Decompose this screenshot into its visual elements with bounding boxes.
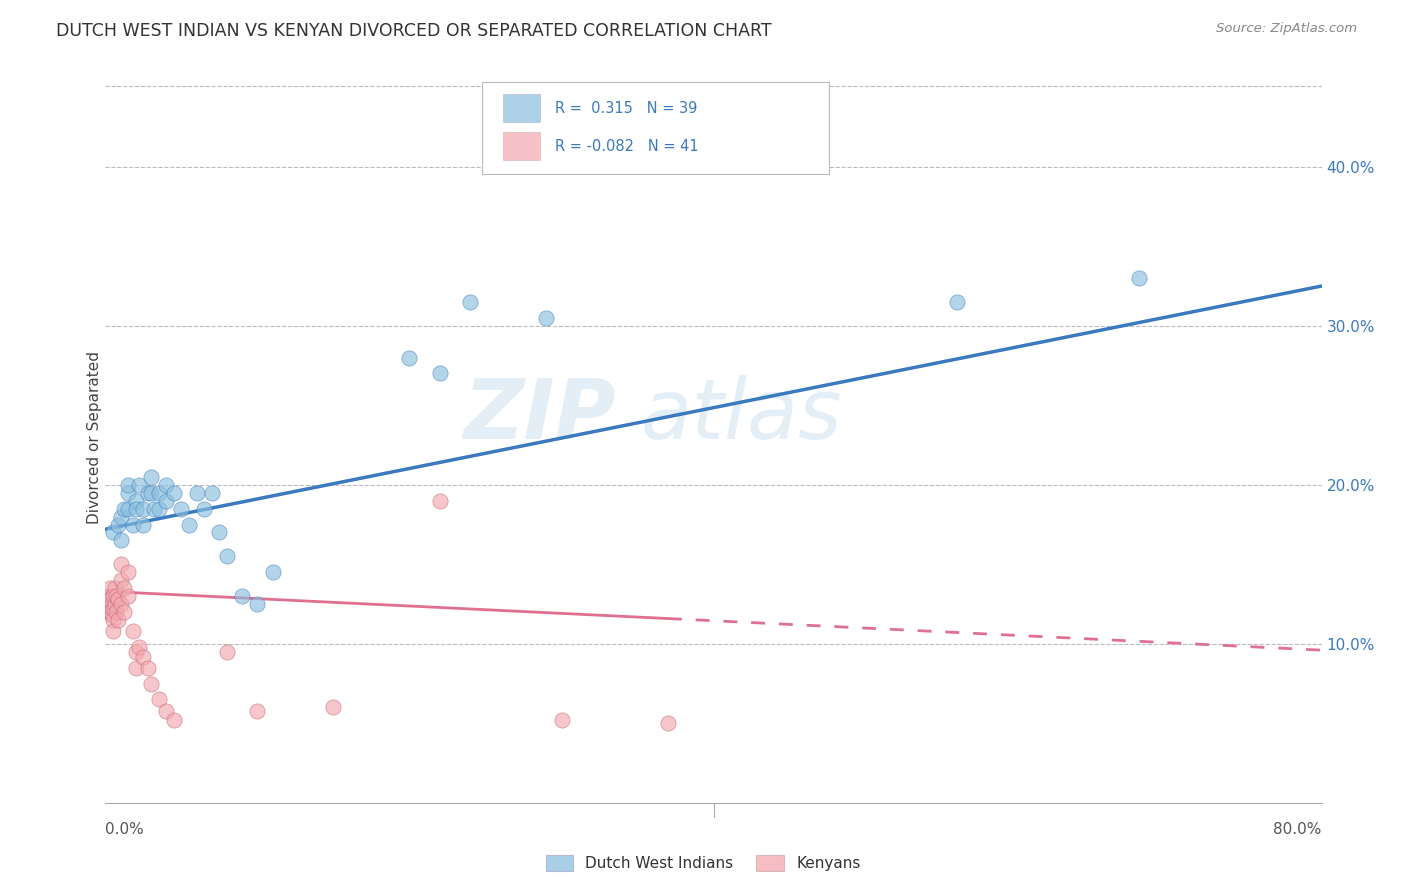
Point [117,566,139,580]
Point [107,613,129,627]
Text: 80.0%: 80.0% [1274,822,1322,837]
Point [98,605,121,619]
Point [117,501,139,516]
FancyBboxPatch shape [503,132,540,160]
Point [429,367,451,381]
Point [536,310,558,325]
Point [110,533,132,548]
Text: Source: ZipAtlas.com: Source: ZipAtlas.com [1216,22,1357,36]
Point [136,660,159,674]
Point [117,589,139,603]
Point [186,485,208,500]
Point [101,624,124,638]
Point [143,501,166,516]
Point [201,485,224,500]
Point [136,485,159,500]
Point [193,501,215,516]
Point [112,581,135,595]
Point [429,493,451,508]
Point [100,597,122,611]
Point [100,608,122,623]
Point [132,517,155,532]
Point [217,549,239,564]
Point [208,525,231,540]
Point [110,558,132,572]
Point [105,605,128,619]
Point [101,613,124,627]
Point [101,525,124,540]
Point [97,597,120,611]
Point [125,501,148,516]
Point [101,602,124,616]
Point [163,713,186,727]
Point [103,581,125,595]
Point [217,645,239,659]
Point [101,589,124,603]
Point [97,605,120,619]
Point [117,485,139,500]
Point [125,493,148,508]
Point [155,704,177,718]
Text: R = -0.082   N = 41: R = -0.082 N = 41 [555,138,699,153]
Point [121,624,143,638]
Point [657,716,679,731]
Point [107,592,129,607]
Point [163,485,186,500]
Point [945,294,967,309]
Point [231,589,253,603]
Point [132,649,155,664]
Point [246,597,269,611]
Point [155,493,177,508]
Point [125,645,148,659]
Text: R =  0.315   N = 39: R = 0.315 N = 39 [555,101,697,116]
Point [139,485,162,500]
Point [322,700,344,714]
Point [148,485,170,500]
Text: DUTCH WEST INDIAN VS KENYAN DIVORCED OR SEPARATED CORRELATION CHART: DUTCH WEST INDIAN VS KENYAN DIVORCED OR … [56,22,772,40]
Point [117,477,139,491]
Point [170,501,193,516]
Point [128,477,150,491]
Point [112,605,135,619]
Point [98,581,121,595]
Point [177,517,200,532]
Point [246,704,269,718]
Point [105,589,128,603]
Point [132,501,155,516]
Point [97,589,120,603]
Point [107,517,129,532]
Point [121,517,143,532]
Point [398,351,420,365]
Legend: Dutch West Indians, Kenyans: Dutch West Indians, Kenyans [540,849,866,877]
FancyBboxPatch shape [503,95,540,122]
Point [262,566,284,580]
Point [112,501,135,516]
Text: 0.0%: 0.0% [105,822,145,837]
FancyBboxPatch shape [482,82,830,174]
Point [128,640,150,654]
Point [139,470,162,484]
Point [110,573,132,587]
Point [125,660,148,674]
Point [148,692,170,706]
Point [103,597,125,611]
Point [139,676,162,690]
Point [550,713,572,727]
Point [148,501,170,516]
Text: atlas: atlas [641,375,842,456]
Text: ZIP: ZIP [464,375,616,456]
Point [1128,271,1150,285]
Point [110,597,132,611]
Point [458,294,481,309]
Point [155,477,177,491]
Point [98,592,121,607]
Y-axis label: Divorced or Separated: Divorced or Separated [87,351,101,524]
Point [110,509,132,524]
